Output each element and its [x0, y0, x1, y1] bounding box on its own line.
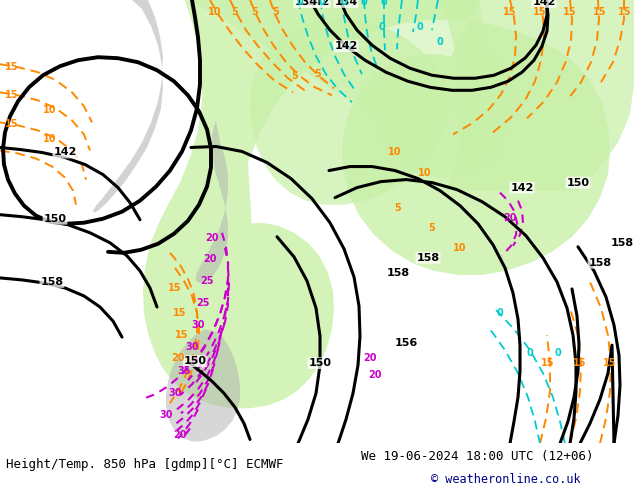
Text: 15: 15	[563, 7, 577, 17]
Text: 15: 15	[173, 308, 187, 318]
Text: 15: 15	[5, 120, 19, 129]
Text: 0: 0	[417, 22, 424, 32]
Text: 0: 0	[437, 37, 443, 47]
Text: 142: 142	[53, 147, 77, 157]
Text: 10: 10	[418, 168, 432, 177]
Text: 0: 0	[380, 0, 387, 7]
Text: 15: 15	[5, 90, 19, 100]
Text: 10: 10	[43, 105, 57, 115]
Text: 0: 0	[319, 0, 325, 7]
Text: 25: 25	[197, 298, 210, 308]
Text: 5: 5	[273, 7, 280, 17]
Text: 0: 0	[297, 0, 304, 7]
Text: 5: 5	[394, 203, 401, 213]
Text: 156: 156	[394, 338, 418, 348]
Text: We 19-06-2024 18:00 UTC (12+06): We 19-06-2024 18:00 UTC (12+06)	[361, 450, 594, 463]
Text: 30: 30	[159, 410, 172, 420]
Text: 0: 0	[527, 348, 533, 358]
Text: 0: 0	[378, 22, 385, 32]
Text: 15: 15	[168, 283, 182, 293]
Polygon shape	[166, 329, 240, 441]
Text: 15: 15	[503, 7, 517, 17]
Text: 20: 20	[173, 430, 187, 441]
Text: 150: 150	[567, 177, 590, 188]
Text: 0: 0	[340, 0, 347, 7]
Text: 158: 158	[417, 253, 439, 263]
Text: 30: 30	[185, 342, 198, 352]
Text: 10: 10	[388, 147, 402, 157]
Text: 35: 35	[178, 366, 191, 376]
Text: 15: 15	[5, 62, 19, 72]
Text: 0: 0	[361, 0, 367, 7]
Text: 134: 134	[294, 0, 318, 7]
Text: 15: 15	[533, 7, 547, 17]
Text: 30: 30	[191, 320, 205, 330]
Text: 150: 150	[183, 356, 207, 366]
Text: 30: 30	[168, 388, 182, 398]
Text: © weatheronline.co.uk: © weatheronline.co.uk	[431, 473, 581, 486]
Text: 15: 15	[573, 358, 586, 368]
Polygon shape	[143, 0, 610, 408]
Text: 15: 15	[175, 330, 189, 340]
Polygon shape	[196, 121, 228, 283]
Text: 158: 158	[387, 268, 410, 278]
Text: 10: 10	[453, 243, 467, 253]
Text: 5: 5	[231, 7, 238, 17]
Text: 158: 158	[41, 277, 63, 287]
Text: 0: 0	[496, 308, 503, 318]
Text: 15: 15	[593, 7, 607, 17]
Polygon shape	[250, 0, 634, 205]
Text: Height/Temp. 850 hPa [gdmp][°C] ECMWF: Height/Temp. 850 hPa [gdmp][°C] ECMWF	[6, 458, 284, 471]
Text: 25: 25	[200, 276, 214, 286]
Text: 5: 5	[292, 71, 299, 81]
Text: 10: 10	[43, 134, 57, 145]
Text: 150: 150	[44, 214, 67, 224]
Text: 20: 20	[503, 213, 517, 223]
Text: 20: 20	[368, 370, 382, 380]
Polygon shape	[190, 0, 515, 178]
Text: 15: 15	[603, 358, 617, 368]
Text: 142: 142	[334, 41, 358, 51]
Text: 158: 158	[611, 238, 633, 248]
Text: 5: 5	[314, 69, 321, 79]
Text: 142: 142	[306, 0, 330, 7]
Polygon shape	[93, 0, 163, 213]
Text: 142: 142	[533, 0, 555, 7]
Text: 20: 20	[204, 254, 217, 264]
Text: 134: 134	[334, 0, 358, 7]
Text: 20: 20	[363, 353, 377, 363]
Text: 10: 10	[208, 7, 222, 17]
Text: 142: 142	[510, 183, 534, 193]
Text: 20: 20	[205, 233, 219, 243]
Text: 15: 15	[541, 358, 555, 368]
Text: 0: 0	[555, 348, 561, 358]
Text: 5: 5	[429, 223, 436, 233]
Text: 150: 150	[309, 358, 332, 368]
Text: 158: 158	[588, 258, 612, 268]
Text: 5: 5	[252, 7, 259, 17]
Text: 15: 15	[618, 7, 631, 17]
Text: 20: 20	[171, 353, 184, 363]
